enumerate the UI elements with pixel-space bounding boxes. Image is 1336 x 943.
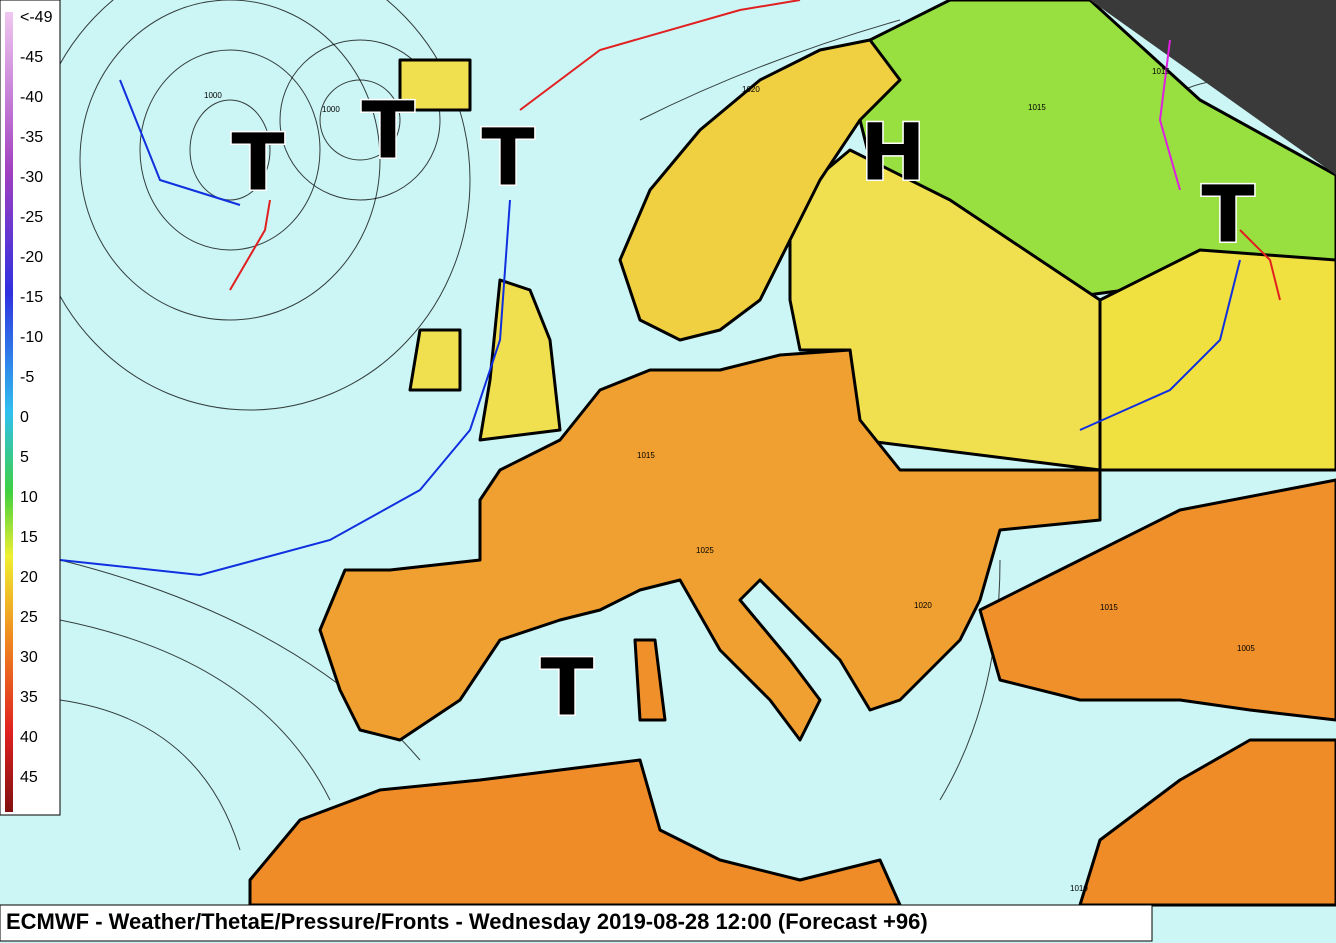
legend-label: 35 [20, 689, 38, 706]
legend-label: <-49 [20, 9, 53, 26]
legend-label: 10 [20, 489, 38, 506]
legend-label: -40 [20, 89, 43, 106]
footer-box [0, 904, 1153, 942]
legend-label: 30 [20, 649, 38, 666]
pressure-center: T [540, 643, 593, 733]
legend-colorbar [5, 12, 13, 812]
legend-label: -15 [20, 289, 43, 306]
legend-label: -25 [20, 209, 43, 226]
isobar-label: 1000 [204, 91, 222, 100]
legend-label: 45 [20, 769, 38, 786]
isobar-label: 1000 [322, 105, 340, 114]
pressure-center: T [481, 113, 534, 203]
pressure-center: T [1201, 170, 1254, 260]
isobar-label: 1020 [742, 85, 760, 94]
fronts [59, 0, 1281, 577]
isobar-label: 1010 [1070, 884, 1088, 893]
pressure-center: T [361, 86, 414, 176]
legend-label: -10 [20, 329, 43, 346]
legend-label: -20 [20, 249, 43, 266]
legend-label: -35 [20, 129, 43, 146]
legend-label: 25 [20, 609, 38, 626]
isobar-label: 1015 [1100, 603, 1118, 612]
isobar-label: 1005 [1237, 644, 1255, 653]
footer-title: ECMWF - Weather/ThetaE/Pressure/Fronts -… [6, 909, 928, 934]
legend-label: 15 [20, 529, 38, 546]
legend-label: 20 [20, 569, 38, 586]
isobar-label: 1015 [1028, 103, 1046, 112]
pressure-center: T [231, 118, 284, 208]
legend-label: 0 [20, 409, 29, 426]
isobar-label: 1015 [637, 451, 655, 460]
pressure-center: H [860, 108, 925, 198]
land [248, 0, 1336, 907]
isobar-label: 1020 [914, 601, 932, 610]
legend-label: -30 [20, 169, 43, 186]
legend-label: 5 [20, 449, 29, 466]
legend-label: -45 [20, 49, 43, 66]
legend-label: -5 [20, 369, 34, 386]
isobar-label: 1025 [696, 546, 714, 555]
no-data-area [1090, 0, 1336, 175]
legend-label: 40 [20, 729, 38, 746]
isobar-label: 1015 [1152, 67, 1170, 76]
